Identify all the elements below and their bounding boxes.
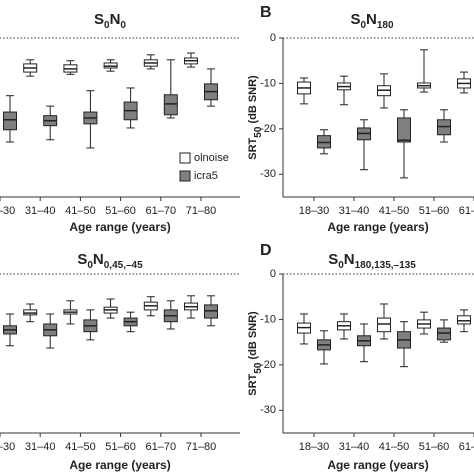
panel-title-part: N (93, 251, 104, 268)
x-tick-label: 51–60 (105, 205, 136, 217)
panel-title-sub: 0 (360, 20, 366, 31)
box (377, 317, 391, 333)
legend-label: icra5 (194, 170, 218, 182)
y-tick-label: -10 (260, 313, 276, 325)
panel-title: S0N0,45,–45 (77, 251, 143, 271)
box (457, 315, 471, 325)
panel-letter: B (260, 4, 272, 21)
y-axis-label-sub: 50 (253, 362, 264, 374)
box (437, 327, 451, 341)
panel-title-part: S (77, 251, 87, 268)
y-axis-label-sub: 50 (253, 126, 264, 138)
x-tick-label: 61–70 (146, 205, 177, 217)
y-tick-label: 0 (270, 268, 276, 280)
x-tick-label: 18–30 (299, 441, 330, 453)
y-tick-label: 0 (270, 32, 276, 44)
x-tick-label: 31–40 (339, 205, 370, 217)
y-axis-label-part: (dB SNR) (247, 311, 259, 363)
x-tick-label: 61–70 (146, 441, 177, 453)
panel-title-sub: 180 (377, 20, 394, 31)
legend-label: olnoise (194, 152, 229, 164)
box (3, 111, 17, 131)
x-tick-label: 51–60 (105, 441, 136, 453)
panel-title: S0N0 (94, 11, 126, 31)
box (163, 94, 178, 116)
y-axis-label-part: SRT (247, 373, 259, 395)
y-axis-label-part: SRT (247, 137, 259, 159)
panel-letter: D (260, 242, 272, 259)
x-tick-label: 31–40 (339, 441, 370, 453)
panel-title-sub: 0 (338, 260, 344, 271)
y-tick-label: -30 (260, 404, 276, 416)
x-tick-label: 71–80 (186, 441, 217, 453)
x-axis-label: Age range (years) (69, 458, 170, 472)
x-tick-label: 61–70 (459, 205, 474, 217)
x-axis-label: Age range (years) (69, 220, 170, 234)
panel-title: S0N180,135,–135 (328, 251, 416, 271)
panel-title-sub: 0 (120, 20, 126, 31)
x-tick-label: 41–50 (379, 205, 410, 217)
x-tick-label: 18–30 (0, 205, 15, 217)
panel-title-part: S (350, 11, 360, 28)
panel-title-part: S (94, 11, 104, 28)
x-tick-label: 51–60 (419, 205, 450, 217)
y-axis-label: SRT50 (dB SNR) (247, 311, 264, 396)
x-tick-label: 18–30 (299, 205, 330, 217)
legend-swatch (179, 152, 191, 164)
panel-title-sub: 0 (87, 260, 93, 271)
panel-title: S0N180 (350, 11, 394, 31)
box (397, 117, 411, 143)
panel-title-part: N (366, 11, 377, 28)
y-tick-label: -20 (260, 359, 276, 371)
panel-title-sub: 0 (104, 20, 110, 31)
x-tick-label: 41–50 (379, 441, 410, 453)
legend-swatch (179, 170, 191, 182)
y-tick-label: -20 (260, 123, 276, 135)
panel-title-part: N (110, 11, 121, 28)
y-tick-label: -10 (260, 77, 276, 89)
panel-title-sub: 0,45,–45 (104, 260, 143, 271)
x-tick-label: 18–30 (0, 441, 15, 453)
x-axis-label: Age range (years) (327, 458, 428, 472)
x-tick-label: 61–70 (459, 441, 474, 453)
x-axis-label: Age range (years) (327, 220, 428, 234)
panel-title-part: S (328, 251, 338, 268)
x-tick-label: 41–50 (65, 441, 96, 453)
x-tick-label: 71–80 (186, 205, 217, 217)
x-tick-label: 51–60 (419, 441, 450, 453)
x-tick-label: 31–40 (25, 441, 56, 453)
y-axis-label: SRT50 (dB SNR) (247, 75, 264, 160)
y-tick-label: -30 (260, 168, 276, 180)
y-axis-label-part: (dB SNR) (247, 75, 259, 127)
x-tick-label: 41–50 (65, 205, 96, 217)
panel-title-sub: 180,135,–135 (355, 260, 417, 271)
x-tick-label: 31–40 (25, 205, 56, 217)
panel-title-part: N (344, 251, 355, 268)
